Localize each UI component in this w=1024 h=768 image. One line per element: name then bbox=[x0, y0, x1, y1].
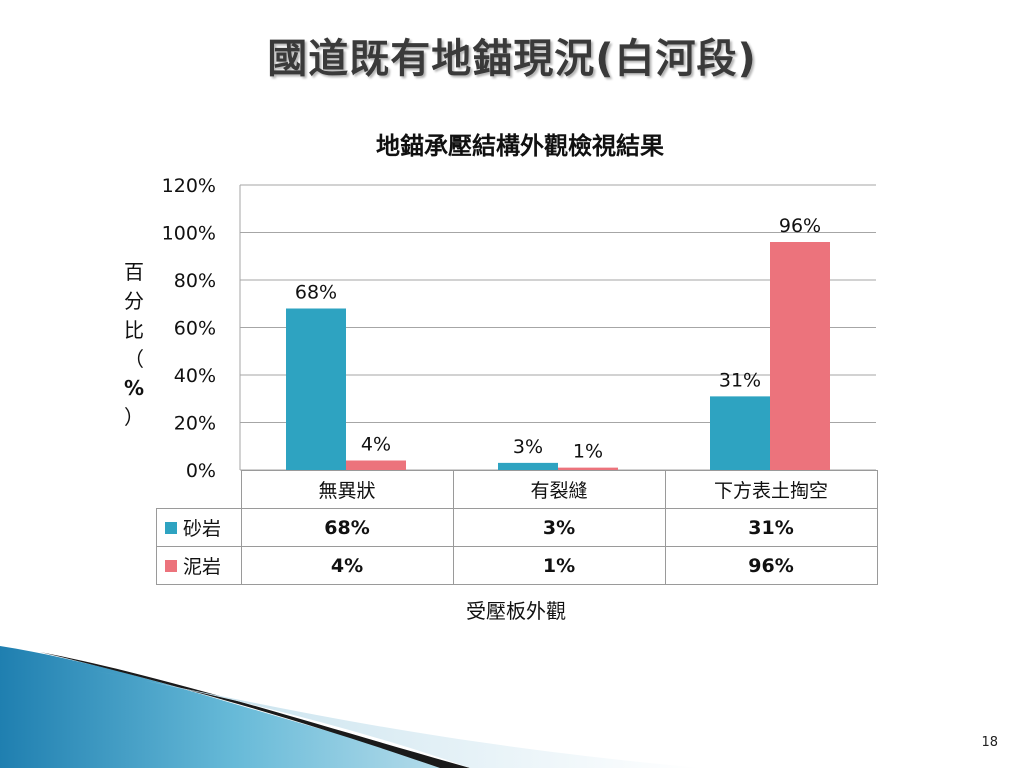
y-axis-title-char: 分 bbox=[124, 289, 144, 313]
decorative-swoosh bbox=[0, 646, 700, 768]
data-label: 4% bbox=[361, 434, 391, 456]
y-axis-title-char: 百 bbox=[124, 260, 144, 284]
y-tick-label: 100% bbox=[162, 223, 216, 245]
legend-label: 泥岩 bbox=[183, 556, 222, 578]
y-tick-label: 80% bbox=[174, 270, 216, 292]
y-axis-title-char: （ bbox=[124, 347, 144, 371]
legend-swatch bbox=[165, 559, 177, 572]
table-value: 1% bbox=[452, 546, 666, 585]
data-label: 68% bbox=[295, 282, 337, 304]
legend-entry: 泥岩 bbox=[156, 546, 242, 585]
data-label: 1% bbox=[573, 441, 603, 463]
y-tick-label: 60% bbox=[174, 318, 216, 340]
y-tick-label: 40% bbox=[174, 365, 216, 387]
bar bbox=[710, 396, 770, 470]
y-axis-title: 百 分 比 （ % ） bbox=[121, 258, 147, 432]
y-axis-title-char: ） bbox=[124, 405, 144, 429]
legend-label: 砂岩 bbox=[183, 518, 222, 540]
page-number: 18 bbox=[981, 735, 998, 750]
table-corner bbox=[156, 470, 242, 509]
legend-entry: 砂岩 bbox=[156, 508, 242, 547]
chart-data-table: 無異狀 有裂縫 下方表土掏空 砂岩 68% 3% 31% 泥岩 4% 1% 96… bbox=[156, 470, 878, 585]
y-tick-label: 20% bbox=[174, 413, 216, 435]
y-axis-title-char: % bbox=[123, 376, 145, 400]
y-tick-label: 120% bbox=[162, 175, 216, 197]
bar bbox=[558, 467, 618, 470]
data-label: 96% bbox=[779, 215, 821, 237]
table-value: 4% bbox=[240, 546, 454, 585]
category-label: 有裂縫 bbox=[452, 470, 666, 509]
category-label: 無異狀 bbox=[240, 470, 454, 509]
category-label: 下方表土掏空 bbox=[664, 470, 878, 509]
x-axis-title: 受壓板外觀 bbox=[466, 599, 566, 623]
y-axis-title-char: 比 bbox=[124, 318, 144, 342]
category-row: 無異狀 有裂縫 下方表土掏空 bbox=[156, 470, 878, 509]
data-label: 31% bbox=[719, 369, 761, 391]
series-row-sandstone: 砂岩 68% 3% 31% bbox=[156, 508, 878, 547]
series-row-mudstone: 泥岩 4% 1% 96% bbox=[156, 546, 878, 585]
chart-title: 地錨承壓結構外觀檢視結果 bbox=[376, 132, 664, 160]
table-value: 96% bbox=[664, 546, 878, 585]
slide-title: 國道既有地錨現況(白河段) bbox=[267, 36, 757, 82]
table-value: 68% bbox=[240, 508, 454, 547]
table-value: 31% bbox=[664, 508, 878, 547]
data-label: 3% bbox=[513, 436, 543, 458]
legend-swatch bbox=[165, 521, 177, 534]
bar bbox=[770, 242, 830, 470]
bar bbox=[498, 462, 558, 470]
table-value: 3% bbox=[452, 508, 666, 547]
bar bbox=[286, 308, 346, 470]
bar bbox=[346, 460, 406, 470]
